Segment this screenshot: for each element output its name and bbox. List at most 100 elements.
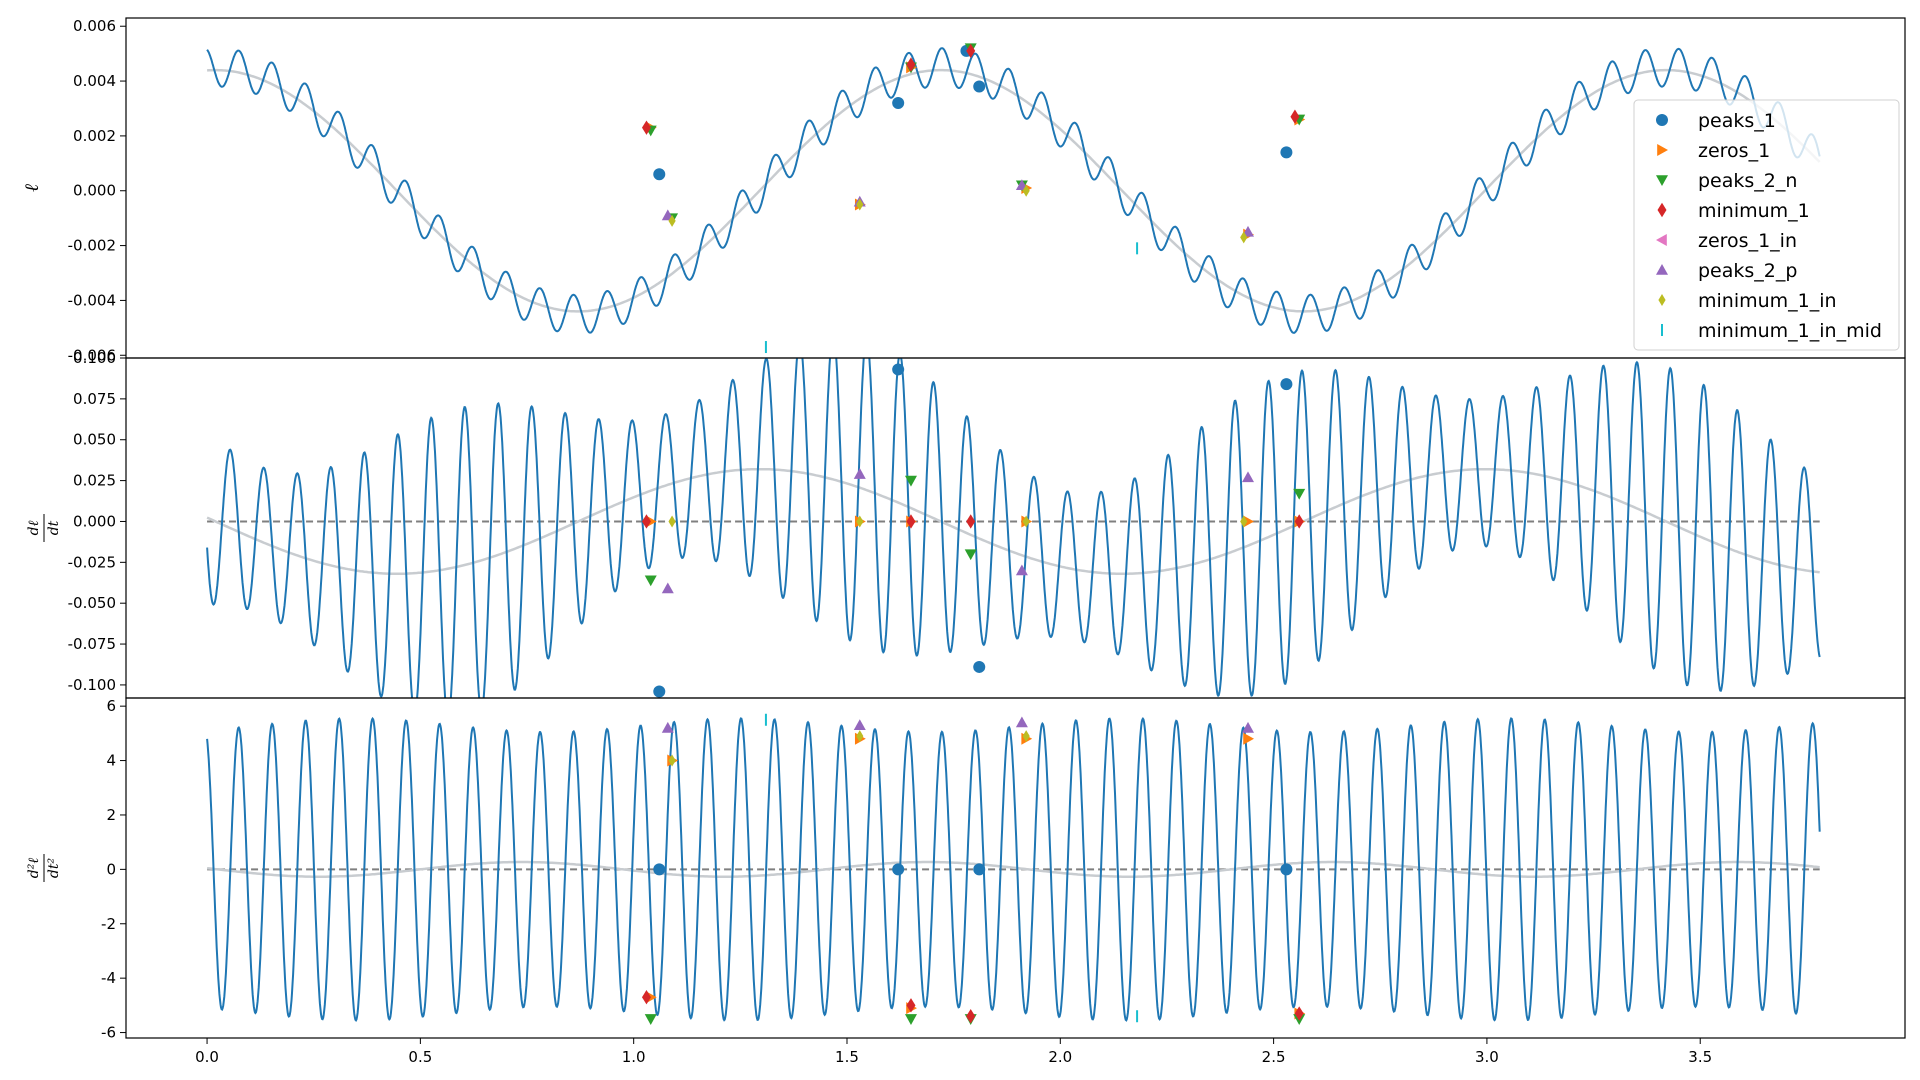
y-tick-label: 0.025	[73, 472, 116, 490]
panel-top: 0.006 0.004 0.002 0.000 -0.002 -0.004 -0.006 ℓ p…	[21, 17, 1906, 364]
x-tick-label: 2.0	[1048, 1048, 1072, 1066]
markers-peaks_2_p	[661, 468, 1255, 594]
marker-peaks_2_n-1	[904, 1014, 917, 1025]
x-tick-label: 2.5	[1262, 1048, 1286, 1066]
plot-area-middle	[206, 358, 1821, 698]
y-axis-label: ℓ	[21, 184, 43, 192]
marker-peaks_1-0	[653, 685, 666, 698]
legend-entry-zeros_1_in: zeros_1_in	[1656, 230, 1797, 252]
y-axis-label: dℓ dt	[26, 514, 62, 542]
marker-zeros_1-4	[1243, 515, 1255, 528]
marker-minimum_1-2	[966, 514, 976, 529]
marker-minimum_1-2	[966, 1009, 976, 1024]
legend-entry-peaks_2_n: peaks_2_n	[1656, 170, 1797, 192]
y-tick-label: 0.000	[73, 512, 116, 530]
axes-frame	[125, 697, 1906, 1039]
y-tick-label: 6	[106, 697, 116, 715]
marker-peaks_1-1	[892, 97, 905, 109]
legend-marker-zeros_1_in	[1656, 234, 1667, 246]
x-tick-label: 1.5	[835, 1048, 859, 1066]
y-tick-label: -0.006	[68, 346, 116, 364]
y-axis-label-numerator: d²ℓ	[26, 858, 42, 879]
marker-peaks_2_p-2	[1015, 564, 1028, 576]
marker-minimum_1-1	[906, 998, 916, 1013]
smoothed-series-line	[207, 68, 1821, 313]
markers-peaks_1	[653, 363, 1293, 698]
markers-minimum_1_in	[668, 515, 1248, 528]
marker-peaks_2_n-2	[964, 549, 977, 561]
smoothed-series-line	[206, 467, 1820, 576]
marker-minimum_1-1	[906, 57, 916, 72]
y-tick-label: 0.075	[73, 390, 116, 408]
marker-peaks_2_n-3	[1293, 488, 1306, 500]
y-tick-label: -0.075	[68, 635, 116, 653]
marker-peaks_1-3	[973, 80, 986, 93]
marker-peaks_2_n-0	[644, 575, 657, 587]
legend: peaks_1 zeros_1 peaks_2_n minimum_1 zeros_1_…	[1633, 99, 1900, 351]
marker-minimum_1_in-2	[1022, 730, 1030, 743]
legend-marker-peaks_2_n	[1656, 175, 1668, 186]
marker-peaks_2_n-0	[644, 1014, 657, 1025]
markers-minimum_1_in_mid	[764, 242, 1139, 354]
panel-middle: 0.100 0.075 0.050 0.025 0.000 -0.025 -0.050 -0.…	[26, 349, 1906, 699]
legend-label: zeros_1_in	[1698, 230, 1797, 252]
marker-minimum_1_in-3	[1240, 515, 1248, 528]
marker-minimum_1-3	[1290, 109, 1300, 124]
y-tick-label: 0.002	[73, 127, 116, 145]
x-tick-label: 1.0	[622, 1048, 646, 1066]
markers-minimum_1	[641, 990, 1304, 1024]
y-tick-label: 0.004	[73, 72, 116, 90]
legend-marker-zeros_1	[1657, 144, 1668, 156]
y-tick-label: -0.025	[68, 553, 116, 571]
legend-entry-peaks_2_p: peaks_2_p	[1656, 260, 1797, 282]
legend-label: peaks_1	[1698, 110, 1776, 132]
y-tick-label: -2	[101, 915, 116, 933]
marker-minimum_1_in-0	[668, 214, 676, 227]
legend-label: minimum_1_in	[1698, 290, 1837, 312]
legend-entry-peaks_1: peaks_1	[1656, 110, 1776, 132]
marker-minimum_1_in-0	[668, 754, 676, 767]
marker-peaks_1-1	[892, 863, 905, 876]
marker-peaks_2_p-0	[661, 721, 674, 733]
signal-series-line	[206, 358, 1821, 698]
marker-minimum_1_in-1	[856, 198, 864, 211]
legend-label: minimum_1	[1698, 200, 1810, 222]
legend-box	[1633, 99, 1900, 351]
marker-peaks_1-3	[1280, 378, 1293, 391]
legend-label: zeros_1	[1698, 140, 1770, 162]
marker-peaks_1-1	[892, 363, 905, 376]
legend-marker-minimum_1_in	[1658, 294, 1666, 306]
y-tick-label: -0.004	[68, 291, 116, 309]
markers-minimum_1_in	[668, 730, 1030, 767]
marker-peaks_2_p-0	[661, 582, 674, 594]
marker-minimum_1_in-1	[856, 730, 864, 743]
marker-zeros_1-5	[1243, 732, 1255, 745]
y-tick-label: 0.006	[73, 17, 116, 35]
markers-peaks_1	[653, 863, 1293, 876]
markers-peaks_2_p	[661, 716, 1255, 733]
marker-minimum_1-2	[966, 43, 976, 59]
y-axis-label-numerator: dℓ	[26, 520, 42, 535]
marker-peaks_1-0	[653, 168, 666, 181]
marker-minimum_1_in-1	[856, 515, 864, 528]
legend-label: peaks_2_p	[1698, 260, 1797, 282]
y-axis-label-denominator: dt	[46, 520, 62, 535]
marker-peaks_1-3	[1280, 863, 1293, 876]
y-tick-label: 0.100	[73, 349, 116, 367]
x-tick-label: 3.0	[1475, 1048, 1499, 1066]
marker-peaks_1-2	[973, 660, 986, 673]
legend-entry-zeros_1: zeros_1	[1657, 140, 1770, 162]
y-tick-label: -4	[101, 969, 116, 987]
marker-minimum_1_in-0	[668, 515, 676, 528]
marker-peaks_2_n-1	[904, 475, 917, 487]
marker-peaks_1-4	[1280, 146, 1293, 159]
marker-minimum_1-3	[1294, 514, 1304, 529]
plot-area-bottom	[206, 713, 1821, 1025]
markers-minimum_1	[641, 514, 1304, 529]
legend-entry-minimum_1_in_mid: minimum_1_in_mid	[1661, 320, 1882, 342]
marker-peaks_2_p-3	[1242, 471, 1255, 483]
marker-minimum_1-0	[641, 514, 651, 529]
marker-peaks_2_p-1	[853, 719, 866, 730]
markers-minimum_1_in	[668, 184, 1248, 244]
